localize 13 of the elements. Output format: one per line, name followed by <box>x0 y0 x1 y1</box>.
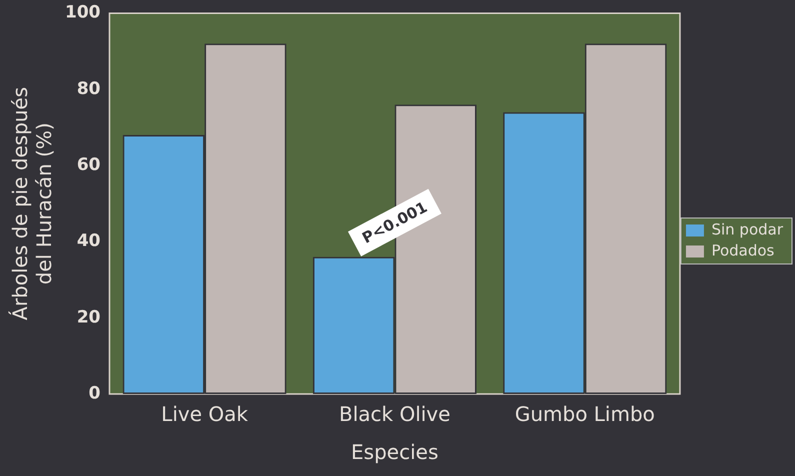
y-tick-label: 80 <box>76 78 101 99</box>
legend-label: Podados <box>711 241 775 260</box>
legend-label: Sin podar <box>711 220 784 238</box>
y-tick-label: 100 <box>64 2 101 23</box>
y-tick-label: 60 <box>76 154 101 175</box>
x-axis-title: Especies <box>351 440 438 464</box>
y-tick-label: 0 <box>88 383 101 404</box>
x-tick-label: Black Olive <box>338 402 450 426</box>
y-tick-label: 40 <box>76 231 101 252</box>
y-axis-title: Árboles de pie después del Huracán (%) <box>8 86 56 320</box>
x-tick-label: Gumbo Limbo <box>514 402 655 426</box>
y-tick-label: 20 <box>76 307 101 328</box>
x-tick-label: Live Oak <box>161 402 248 426</box>
